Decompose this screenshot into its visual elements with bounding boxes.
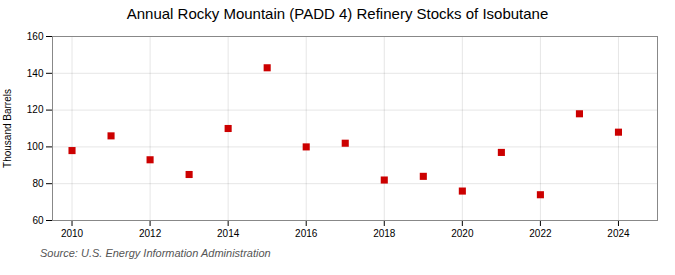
svg-text:2024: 2024	[607, 228, 630, 239]
svg-text:2022: 2022	[529, 228, 552, 239]
svg-text:2012: 2012	[139, 228, 162, 239]
svg-text:140: 140	[27, 68, 44, 79]
svg-text:2020: 2020	[451, 228, 474, 239]
svg-text:2014: 2014	[217, 228, 240, 239]
svg-text:60: 60	[32, 215, 44, 226]
svg-text:2018: 2018	[373, 228, 396, 239]
svg-text:2016: 2016	[295, 228, 318, 239]
svg-text:80: 80	[32, 178, 44, 189]
html-text:Source: U.S. Energy Informatio: Source: U.S. Energy Information Administ…	[40, 247, 271, 259]
html-text:Annual Rocky Mountain (PADD 4): Annual Rocky Mountain (PADD 4) Refinery …	[126, 5, 549, 22]
svg-text:100: 100	[27, 141, 44, 152]
svg-text:Thousand Barrels: Thousand Barrels	[2, 89, 13, 168]
svg-text:2010: 2010	[61, 228, 84, 239]
svg-text:120: 120	[27, 104, 44, 115]
svg-text:160: 160	[27, 31, 44, 42]
